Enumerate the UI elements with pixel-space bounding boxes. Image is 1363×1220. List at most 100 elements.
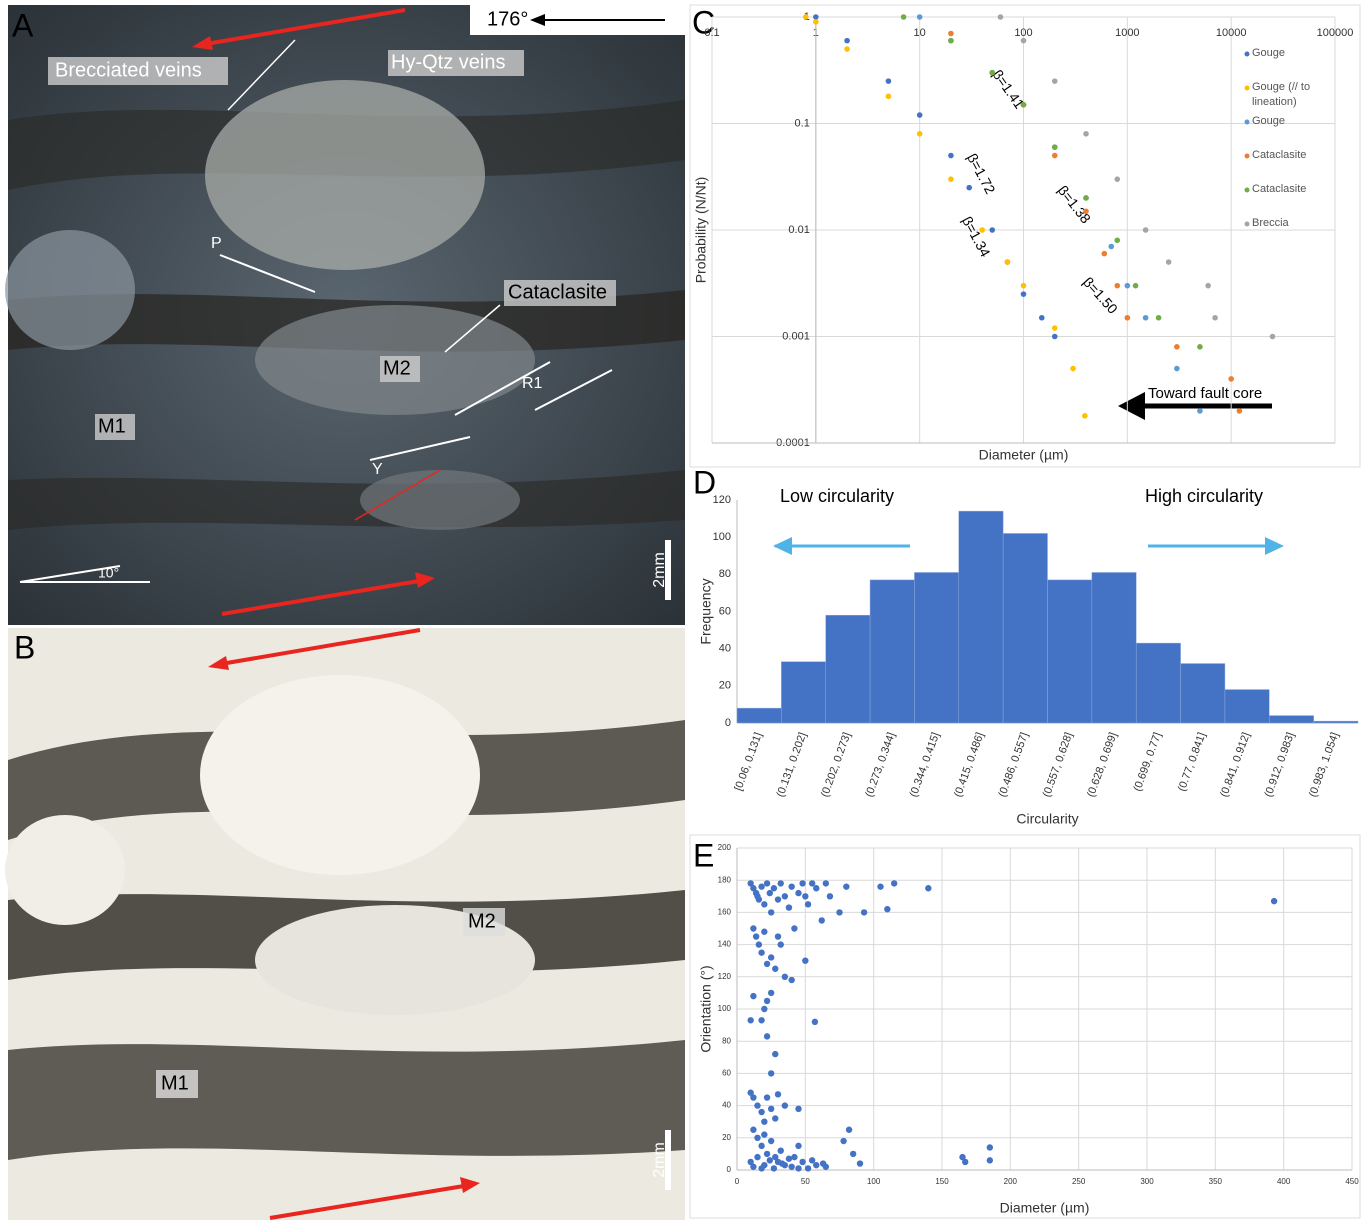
point <box>802 957 809 964</box>
point <box>788 1163 795 1170</box>
legend-label: Cataclasite <box>1252 149 1307 161</box>
x-tick-label: (0.912, 0.983] <box>1263 731 1297 799</box>
x-tick-label: 450 <box>1345 1177 1359 1186</box>
photo-label: Hy-Qtz veins <box>391 51 505 73</box>
bar <box>869 579 915 724</box>
point <box>1270 897 1278 905</box>
bar <box>1313 720 1359 724</box>
annotation: β=1.38 <box>1055 182 1095 226</box>
point <box>777 1147 784 1154</box>
y-axis-label: Orientation (°) <box>698 965 714 1052</box>
point <box>754 1134 761 1142</box>
panel-letter: B <box>14 629 35 665</box>
x-tick-label: 400 <box>1277 1177 1291 1186</box>
point <box>788 976 795 984</box>
point <box>781 893 789 900</box>
point <box>788 883 795 890</box>
y-tick-label: 0.1 <box>795 117 810 129</box>
point <box>799 1158 806 1166</box>
point <box>795 1142 802 1150</box>
point <box>1083 131 1089 137</box>
y-tick-label: 0 <box>725 717 731 729</box>
point <box>1051 152 1058 159</box>
y-axis-label: Frequency <box>698 578 714 644</box>
point <box>813 19 819 25</box>
point <box>758 1017 765 1024</box>
point <box>761 1161 768 1169</box>
legend-label: Cataclasite <box>1252 183 1307 195</box>
point <box>747 1017 754 1024</box>
point <box>826 893 834 900</box>
x-tick-label: 150 <box>935 1177 949 1186</box>
y-tick-label: 0.001 <box>782 330 810 342</box>
point <box>804 1165 812 1172</box>
y-tick-label: 40 <box>719 643 731 655</box>
chart-frame <box>689 834 1361 1219</box>
point <box>885 93 892 100</box>
micrograph-b <box>5 628 685 1220</box>
point <box>761 901 768 908</box>
point <box>948 176 954 182</box>
point <box>772 1153 779 1161</box>
point <box>925 885 932 892</box>
point <box>1174 365 1180 372</box>
point <box>856 1160 864 1167</box>
point <box>758 1108 765 1116</box>
bar <box>958 510 1004 724</box>
point <box>849 1150 857 1158</box>
point <box>989 69 996 76</box>
point <box>761 1005 768 1013</box>
point <box>1228 376 1234 382</box>
point <box>1020 282 1027 289</box>
point <box>877 883 884 890</box>
point <box>1114 237 1121 244</box>
point <box>1174 344 1180 350</box>
point <box>813 14 819 20</box>
photo-label: Cataclasite <box>508 281 607 303</box>
point <box>1124 314 1131 321</box>
point <box>1212 314 1218 321</box>
x-tick-label: 100 <box>867 1177 881 1186</box>
point <box>774 896 782 903</box>
point <box>966 184 973 191</box>
point <box>750 925 757 932</box>
point <box>840 1137 847 1145</box>
point <box>1142 314 1149 321</box>
point <box>962 1158 969 1166</box>
point <box>1083 208 1089 215</box>
point <box>763 997 771 1005</box>
bar <box>1269 715 1314 724</box>
point <box>997 14 1004 20</box>
point <box>767 1137 775 1145</box>
photo-label: M1 <box>161 1072 189 1094</box>
chart-frame <box>689 4 1361 468</box>
point <box>1051 144 1058 150</box>
point <box>948 37 954 44</box>
x-axis-label: Diameter (µm) <box>1000 1200 1090 1216</box>
x-tick-label: (0.131, 0.202] <box>775 731 809 799</box>
point <box>778 1160 786 1167</box>
point <box>747 880 754 887</box>
point <box>844 46 850 52</box>
point <box>802 893 809 900</box>
point <box>774 933 782 940</box>
point <box>986 1157 994 1164</box>
point <box>758 883 765 890</box>
panel-letter: E <box>693 837 714 873</box>
point <box>808 1157 816 1164</box>
x-tick-label: (0.983, 1.054] <box>1307 731 1341 799</box>
bar <box>914 572 960 724</box>
y-tick-label: 0.01 <box>788 224 809 236</box>
x-tick-label: (0.344, 0.415] <box>908 731 942 799</box>
bar <box>1002 533 1048 724</box>
point <box>1124 282 1131 289</box>
y-tick-label: 40 <box>722 1101 731 1110</box>
point <box>750 885 757 892</box>
point <box>1101 250 1108 257</box>
point <box>979 227 985 233</box>
legend-label: Gouge (// to lineation) <box>1252 81 1311 108</box>
y-tick-label: 80 <box>719 568 731 580</box>
point <box>844 37 850 44</box>
